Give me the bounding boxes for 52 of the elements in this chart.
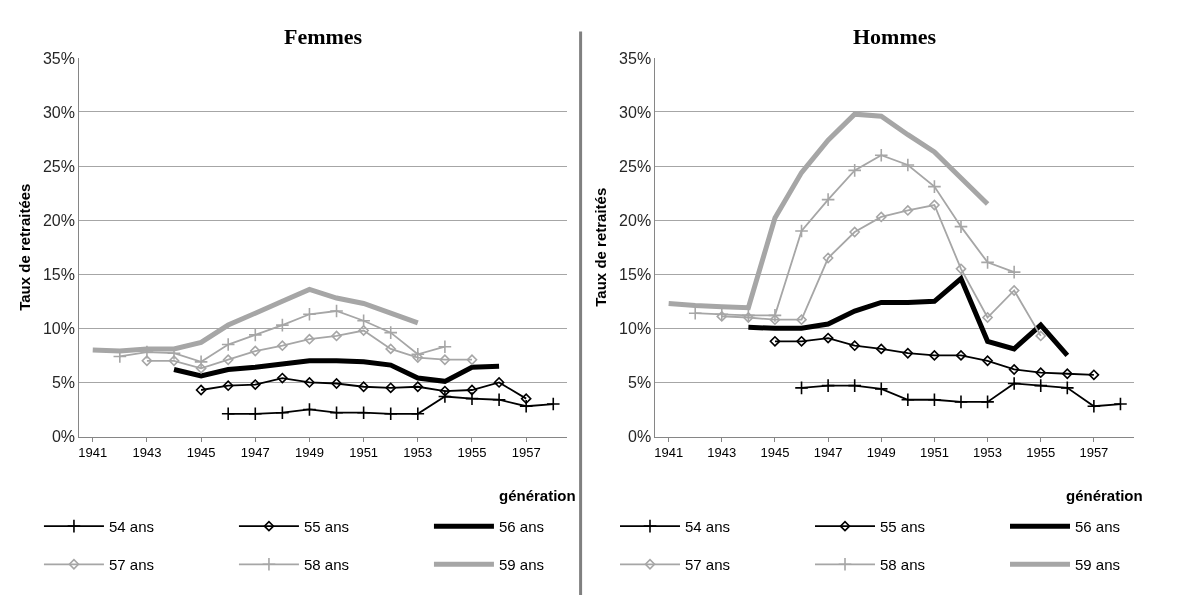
y-tick-label: 10% (42, 319, 75, 337)
y-tick-label: 35% (619, 49, 652, 67)
x-tick-label: 1945 (186, 445, 216, 461)
y-tick-label: 20% (619, 211, 652, 229)
y-tick-label: 30% (42, 103, 75, 121)
chart-title: Femmes (284, 24, 363, 49)
x-axis-title: génération (499, 487, 576, 504)
y-tick-label: 5% (628, 374, 652, 392)
x-tick-label: 1951 (919, 445, 949, 461)
y-tick-label: 10% (619, 319, 652, 337)
legend-label: 56 ans (1075, 517, 1121, 535)
y-tick-label: 15% (619, 265, 652, 283)
x-tick-label: 1957 (1079, 445, 1109, 461)
x-tick-label: 1941 (654, 445, 684, 461)
x-tick-label: 1953 (973, 445, 1003, 461)
legend-label: 54 ans (108, 517, 154, 535)
x-tick-label: 1943 (707, 445, 737, 461)
legend-label: 58 ans (880, 556, 926, 574)
legend-label: 54 ans (685, 517, 731, 535)
x-tick-label: 1949 (866, 445, 896, 461)
y-tick-label: 25% (619, 157, 652, 175)
chart-title: Hommes (853, 24, 937, 49)
legend-label: 59 ans (498, 556, 544, 574)
x-axis-title: génération (1066, 487, 1143, 504)
x-tick-label: 1953 (403, 445, 433, 461)
x-tick-label: 1947 (813, 445, 843, 461)
y-axis-title: Taux de retraitées (16, 183, 34, 311)
x-tick-label: 1955 (1026, 445, 1056, 461)
y-tick-label: 5% (51, 374, 75, 392)
legend-label: 57 ans (108, 556, 154, 574)
x-tick-label: 1947 (240, 445, 270, 461)
y-tick-label: 0% (628, 428, 652, 446)
y-axis-title: Taux de retraités (592, 187, 610, 307)
legend-label: 58 ans (303, 556, 349, 574)
y-tick-label: 15% (42, 265, 75, 283)
x-tick-label: 1957 (511, 445, 541, 461)
y-tick-label: 25% (42, 157, 75, 175)
legend-label: 55 ans (880, 517, 926, 535)
y-tick-label: 20% (42, 211, 75, 229)
y-tick-label: 0% (51, 428, 75, 446)
x-tick-label: 1949 (295, 445, 324, 461)
x-tick-label: 1955 (457, 445, 487, 461)
legend-label: 59 ans (1075, 556, 1121, 574)
y-tick-label: 30% (619, 103, 652, 121)
x-tick-label: 1951 (349, 445, 379, 461)
x-tick-label: 1943 (132, 445, 162, 461)
y-tick-label: 35% (42, 49, 75, 67)
legend-label: 55 ans (303, 517, 349, 535)
legend-label: 56 ans (498, 517, 544, 535)
x-tick-label: 1945 (760, 445, 790, 461)
x-tick-label: 1941 (78, 445, 108, 461)
legend-label: 57 ans (685, 556, 731, 574)
